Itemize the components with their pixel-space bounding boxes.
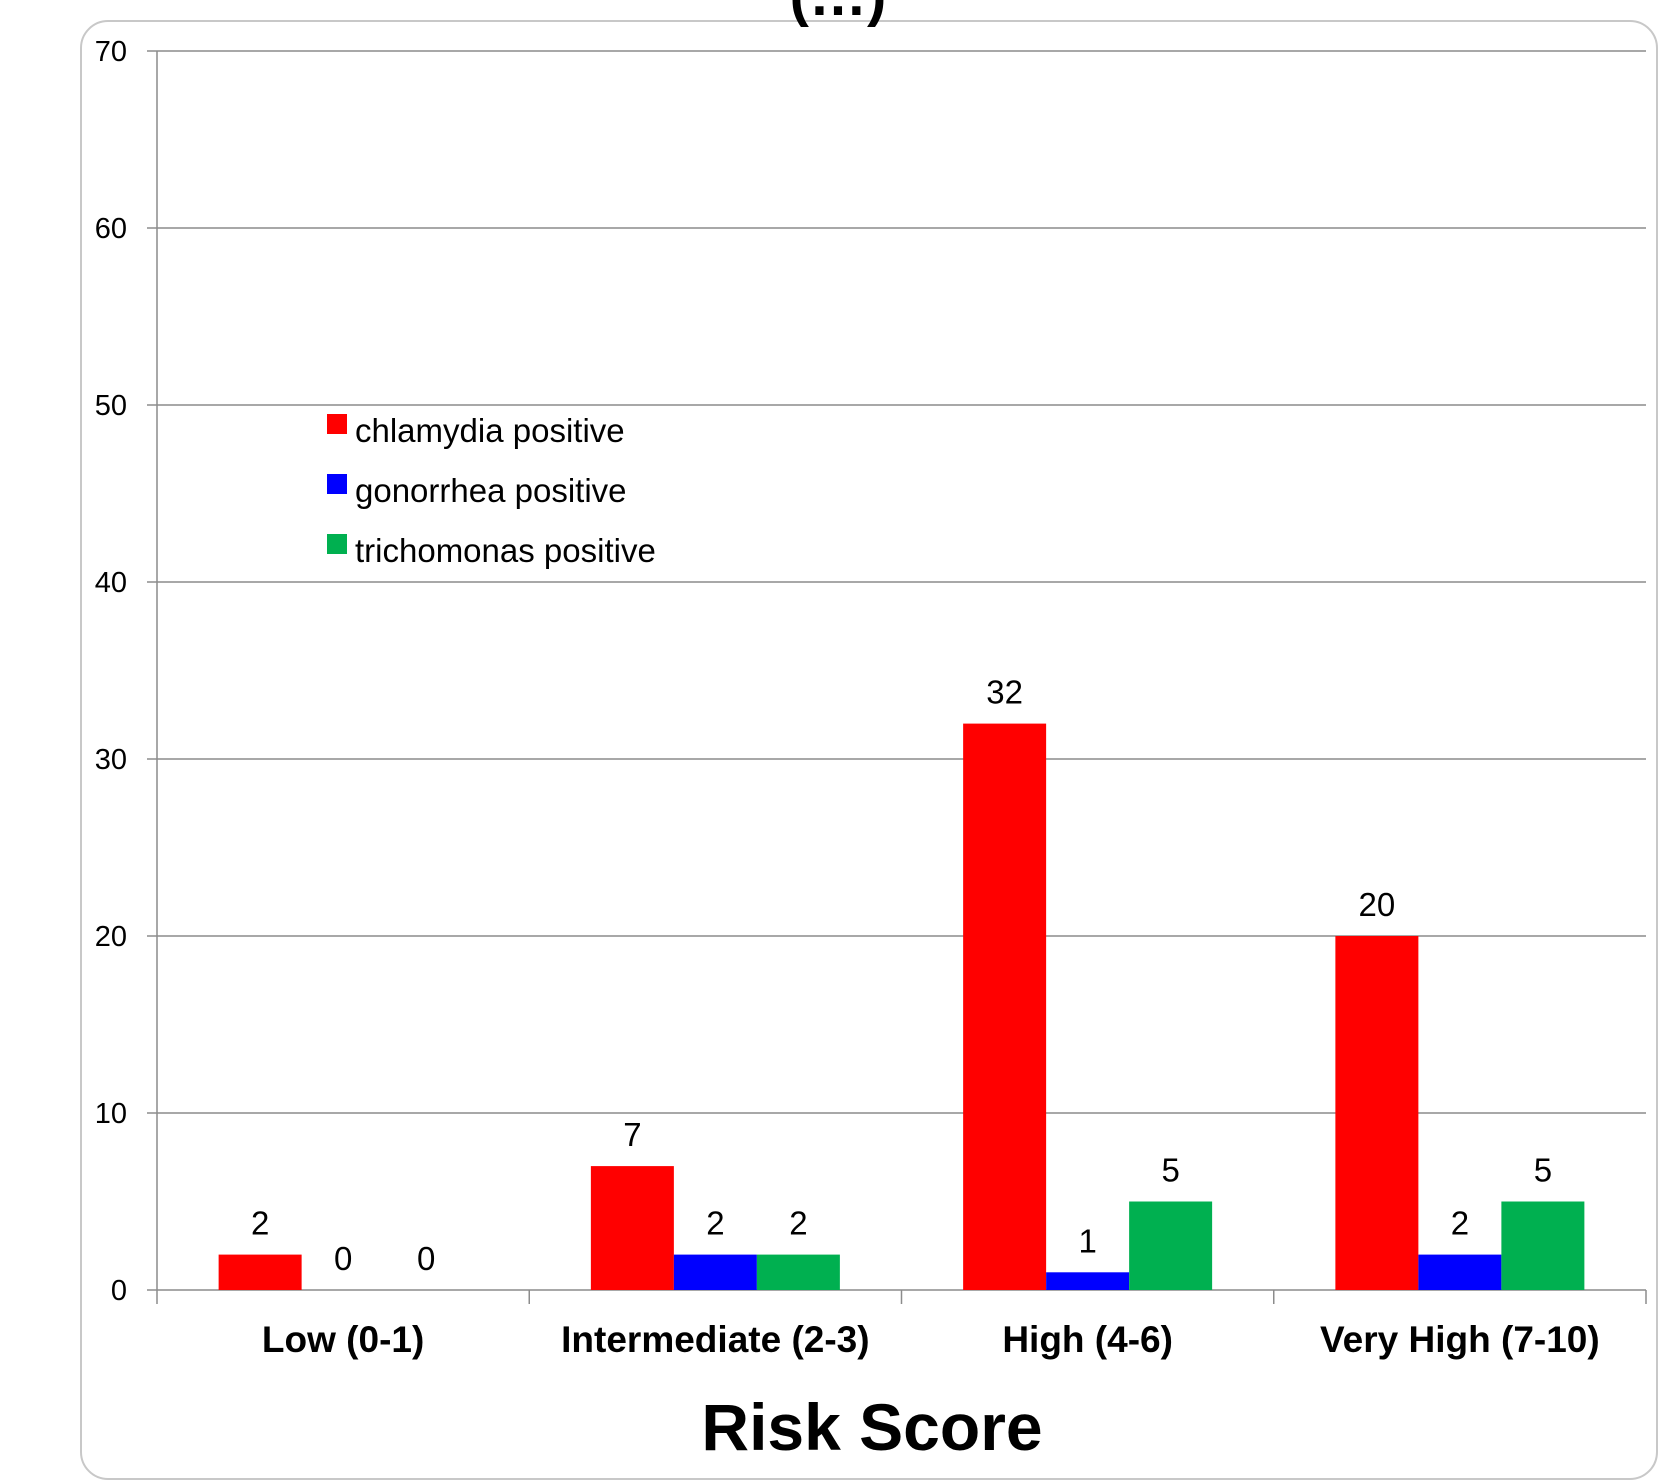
data-label: 0	[334, 1240, 352, 1277]
x-axis-title: Risk Score	[701, 1390, 1042, 1456]
data-label: 5	[1161, 1152, 1179, 1189]
bars	[218, 723, 1585, 1290]
y-tick-label: 20	[95, 921, 127, 953]
y-tick-label: 30	[95, 744, 127, 776]
y-tick-label: 40	[95, 567, 127, 599]
data-label: 2	[251, 1205, 269, 1242]
data-label: 2	[1451, 1205, 1469, 1242]
data-label: 1	[1078, 1222, 1096, 1259]
y-tick-label: 0	[111, 1275, 127, 1307]
y-tick-label: 10	[95, 1098, 127, 1130]
bar	[756, 1254, 840, 1290]
bar	[1046, 1272, 1130, 1290]
bar	[963, 723, 1047, 1290]
legend-label: chlamydia positive	[355, 412, 625, 449]
data-label: 2	[789, 1205, 807, 1242]
bar	[1418, 1254, 1502, 1290]
data-label: 7	[623, 1116, 641, 1153]
data-label: 0	[417, 1240, 435, 1277]
x-tick-label: High (4-6)	[1002, 1319, 1173, 1360]
data-label: 32	[986, 674, 1023, 711]
data-label: 20	[1359, 886, 1396, 923]
legend-swatch	[327, 474, 347, 494]
legend: chlamydia positive gonorrhea positive tric…	[327, 412, 656, 569]
gridlines	[157, 50, 1646, 1114]
bar	[1501, 1201, 1585, 1290]
data-label: 2	[706, 1205, 724, 1242]
data-label: 5	[1534, 1152, 1552, 1189]
bar	[673, 1254, 757, 1290]
y-tick-label: 50	[95, 390, 127, 422]
x-tick-label: Low (0-1)	[262, 1319, 424, 1360]
y-tick-label: 60	[95, 213, 127, 245]
legend-swatch	[327, 414, 347, 434]
x-tick-label: Intermediate (2-3)	[561, 1319, 869, 1360]
bar	[1129, 1201, 1213, 1290]
legend-swatch	[327, 534, 347, 554]
y-tick-label: 70	[95, 36, 127, 68]
bar	[218, 1254, 302, 1290]
x-tick-label: Very High (7-10)	[1320, 1319, 1600, 1360]
bar	[590, 1166, 674, 1290]
legend-label: trichomonas positive	[355, 532, 656, 569]
chart-title: (…)	[0, 0, 1676, 29]
legend-label: gonorrhea positive	[355, 472, 627, 509]
bar	[1335, 936, 1419, 1290]
